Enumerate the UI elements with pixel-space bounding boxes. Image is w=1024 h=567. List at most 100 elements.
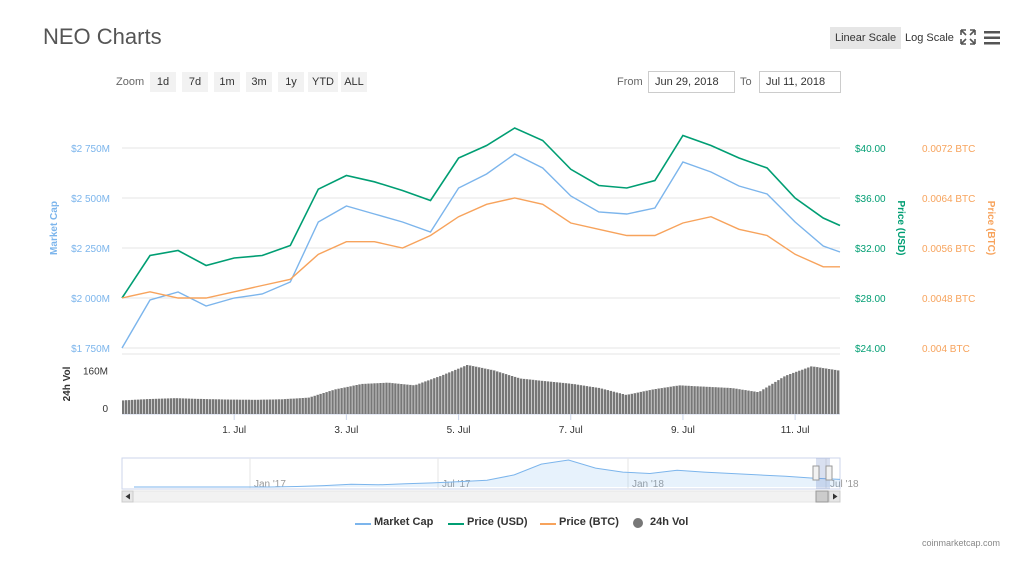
price-btc-tick-label: 0.0048 BTC: [922, 294, 975, 305]
volume-bar: [466, 365, 469, 414]
volume-bar: [774, 381, 777, 414]
volume-bar: [181, 398, 185, 414]
volume-bar: [424, 381, 427, 414]
legend-price-usd[interactable]: Price (USD): [467, 516, 528, 528]
volume-bar: [208, 399, 212, 414]
volume-bar: [687, 385, 690, 414]
price-usd-tick-label: $28.00: [855, 294, 886, 305]
volume-bar: [469, 365, 472, 414]
legend-price-btc[interactable]: Price (BTC): [559, 516, 619, 528]
log-scale-button[interactable]: Log Scale: [905, 32, 954, 44]
zoom-ytd-button[interactable]: YTD: [308, 72, 338, 92]
volume-bar: [780, 378, 783, 414]
volume-bar: [498, 372, 502, 414]
legend-market-cap-swatch: [355, 523, 371, 525]
volume-bar: [169, 398, 173, 414]
volume-bar: [807, 367, 810, 414]
to-date-input[interactable]: Jul 11, 2018: [759, 71, 841, 93]
volume-bar: [513, 376, 517, 414]
credits-link[interactable]: coinmarketcap.com: [921, 538, 1000, 548]
navigator-left-handle[interactable]: [812, 465, 820, 481]
volume-bar: [813, 366, 816, 414]
volume-bar: [567, 383, 571, 414]
volume-bar: [481, 367, 484, 414]
volume-bar: [313, 395, 316, 414]
price-usd-tick-label: $36.00: [855, 194, 886, 205]
volume-bar: [702, 386, 705, 414]
price-btc-axis-title: Price (BTC): [985, 201, 996, 255]
volume-bar: [283, 399, 286, 414]
volume-bar: [202, 399, 206, 414]
chart-legend: Market Cap Price (USD) Price (BTC) 24h V…: [0, 516, 1024, 532]
volume-bar: [271, 399, 274, 414]
navigator-right-handle[interactable]: [825, 465, 833, 481]
volume-bar: [316, 394, 319, 414]
volume-bar: [397, 383, 400, 414]
volume-bar: [711, 387, 714, 414]
to-label: To: [740, 76, 752, 88]
legend-market-cap[interactable]: Market Cap: [374, 516, 434, 528]
volume-bar: [690, 386, 693, 414]
volume-bar: [699, 386, 702, 414]
volume-bar: [457, 368, 460, 414]
navigator-tick-label: Jan '17: [254, 479, 286, 490]
volume-bar: [310, 396, 313, 414]
zoom-1y-button[interactable]: 1y: [278, 72, 304, 92]
volume-bar: [193, 398, 197, 414]
scrollbar-thumb[interactable]: [815, 490, 829, 503]
price-usd-tick-label: $32.00: [855, 244, 886, 255]
navigator-line: [134, 459, 841, 488]
volume-bar: [540, 380, 544, 414]
volume-bar: [834, 369, 837, 414]
volume-bar: [525, 379, 529, 414]
legend-price-btc-swatch: [540, 523, 556, 525]
volume-bar: [777, 380, 780, 414]
volume-bar: [510, 376, 514, 414]
zoom-all-button[interactable]: ALL: [341, 72, 367, 92]
x-tick-label: 11. Jul: [781, 425, 810, 436]
volume-bar: [307, 397, 310, 414]
volume-bar: [759, 391, 762, 414]
zoom-7d-button[interactable]: 7d: [182, 72, 208, 92]
volume-bar: [484, 368, 487, 414]
zoom-3m-button[interactable]: 3m: [246, 72, 272, 92]
volume-bar: [582, 385, 586, 414]
volume-bar: [822, 368, 825, 414]
fullscreen-icon[interactable]: [960, 29, 976, 45]
volume-bar: [804, 368, 807, 414]
volume-bar: [145, 399, 149, 414]
volume-bar: [621, 394, 624, 414]
volume-bar: [597, 387, 601, 414]
volume-bar: [573, 384, 577, 414]
volume-bar: [576, 384, 580, 414]
volume-axis-title: 24h Vol: [62, 366, 73, 401]
volume-bar: [256, 399, 259, 414]
volume-bar: [801, 369, 804, 414]
volume-bar: [175, 398, 179, 414]
volume-bar: [768, 385, 771, 414]
volume-bar: [615, 392, 618, 414]
navigator-scrollbar[interactable]: [121, 490, 841, 503]
volume-bar: [765, 387, 768, 414]
volume-bar: [355, 385, 358, 414]
from-date-input[interactable]: Jun 29, 2018: [648, 71, 735, 93]
volume-bar: [382, 382, 385, 414]
volume-bar: [654, 389, 657, 414]
zoom-1d-button[interactable]: 1d: [150, 72, 176, 92]
volume-bar: [358, 384, 361, 414]
main-chart: $1 750M $2 000M $2 250M $2 500M $2 750M $24.0…: [49, 127, 996, 503]
zoom-1m-button[interactable]: 1m: [214, 72, 240, 92]
menu-icon[interactable]: [984, 31, 1000, 45]
volume-bar: [490, 369, 493, 414]
volume-bar: [472, 366, 475, 414]
legend-volume[interactable]: 24h Vol: [650, 516, 689, 528]
volume-bar: [394, 383, 397, 414]
price-usd-tick-label: $40.00: [855, 144, 886, 155]
volume-bar: [786, 375, 789, 414]
price-btc-tick-label: 0.004 BTC: [922, 344, 970, 355]
linear-scale-button[interactable]: Linear Scale: [830, 27, 902, 49]
volume-bar: [528, 379, 532, 414]
volume-bar: [747, 390, 750, 414]
volume-bar: [280, 399, 283, 414]
volume-tick-label: 160M: [83, 366, 108, 377]
